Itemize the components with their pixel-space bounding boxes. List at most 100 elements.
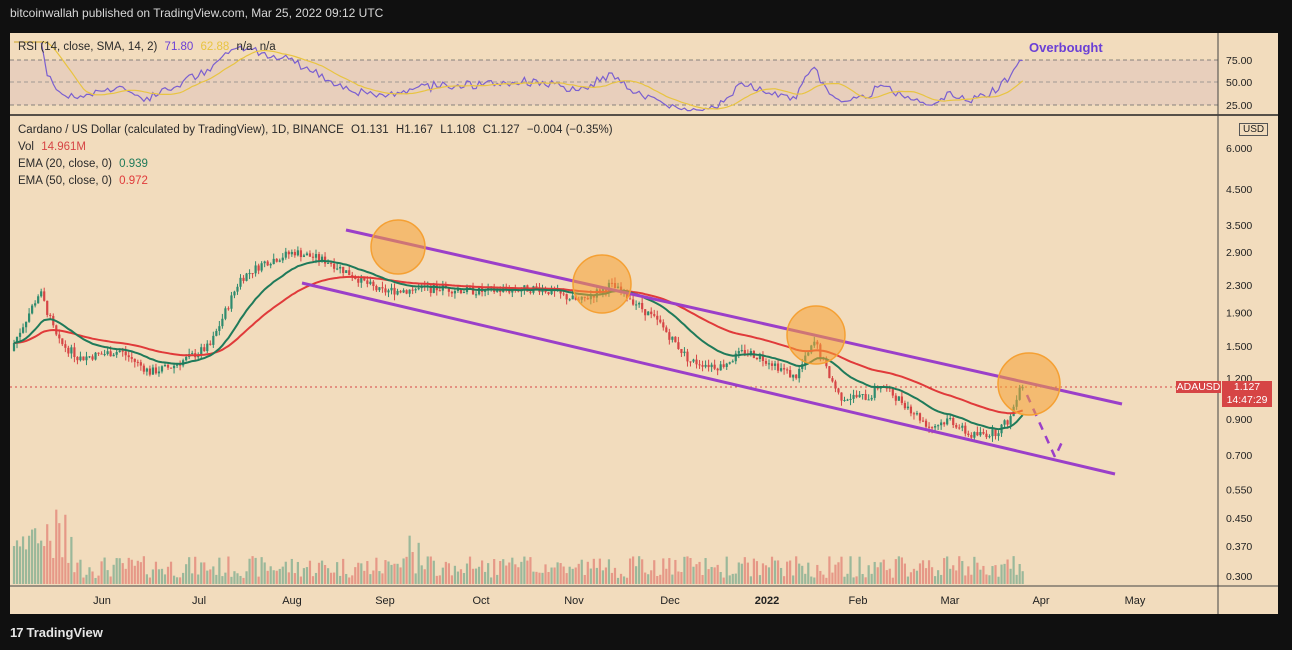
volume-bar bbox=[197, 574, 200, 584]
candle-body bbox=[333, 263, 336, 269]
currency-label[interactable]: USD bbox=[1239, 123, 1269, 136]
candle-body bbox=[251, 273, 254, 275]
candle-body bbox=[447, 288, 450, 292]
candle-body bbox=[770, 363, 774, 366]
candle-body bbox=[314, 254, 318, 258]
rsi-tick-label: 50.00 bbox=[1226, 77, 1252, 89]
candle-body bbox=[133, 358, 136, 362]
candle-body bbox=[293, 251, 296, 256]
volume-bar bbox=[846, 573, 849, 584]
volume-legend-value: 14.961M bbox=[41, 141, 86, 153]
volume-bar bbox=[375, 557, 378, 584]
candle-body bbox=[867, 399, 870, 401]
volume-bar bbox=[825, 577, 828, 584]
volume-bar bbox=[459, 569, 463, 584]
rsi-legend-na1: n/a bbox=[236, 41, 253, 53]
candle-body bbox=[918, 413, 922, 421]
candle-body bbox=[109, 351, 112, 357]
candle-body bbox=[758, 355, 762, 359]
volume-bar bbox=[76, 562, 79, 584]
volume-bar bbox=[783, 576, 786, 584]
volume-bar bbox=[64, 514, 67, 584]
volume-bar bbox=[1015, 574, 1018, 584]
volume-bar bbox=[112, 564, 115, 584]
candle-body bbox=[336, 268, 339, 270]
tradingview-brand[interactable]: 17 TradingView bbox=[10, 625, 103, 640]
volume-bar bbox=[668, 558, 671, 584]
volume-legend: Vol 14.961M bbox=[18, 141, 90, 153]
volume-bar bbox=[73, 572, 76, 584]
volume-bar bbox=[586, 561, 589, 584]
candle-body bbox=[139, 362, 142, 366]
candle-body bbox=[828, 366, 831, 379]
candle-body bbox=[722, 364, 725, 367]
volume-bar bbox=[109, 576, 112, 584]
volume-bar bbox=[52, 557, 55, 584]
volume-bar bbox=[384, 560, 387, 584]
candle-body bbox=[644, 309, 647, 316]
candle-body bbox=[97, 352, 100, 354]
volume-bar bbox=[233, 571, 236, 584]
tradingview-logo-icon: 17 bbox=[10, 625, 24, 640]
volume-bar bbox=[1000, 564, 1003, 584]
candle-body bbox=[474, 294, 478, 296]
volume-bar bbox=[940, 574, 943, 584]
volume-bar bbox=[804, 573, 807, 584]
candle-body bbox=[302, 255, 306, 258]
volume-bar bbox=[891, 577, 894, 584]
candle-body bbox=[384, 288, 387, 293]
volume-bar bbox=[616, 577, 620, 584]
candle-body bbox=[414, 289, 417, 291]
volume-bar bbox=[414, 573, 417, 584]
volume-bar bbox=[776, 560, 780, 584]
volume-bar bbox=[351, 575, 354, 584]
volume-bar bbox=[79, 559, 82, 584]
volume-bar bbox=[1012, 556, 1015, 584]
volume-bar bbox=[242, 577, 245, 584]
candle-body bbox=[40, 291, 43, 297]
time-tick-label: Oct bbox=[472, 595, 489, 607]
volume-bar bbox=[517, 567, 520, 584]
candle-body bbox=[230, 295, 233, 309]
candle-body bbox=[100, 353, 103, 355]
volume-bar bbox=[538, 572, 541, 584]
candle-body bbox=[372, 281, 375, 286]
candle-body bbox=[450, 291, 453, 294]
candle-body bbox=[317, 254, 321, 261]
candle-body bbox=[656, 315, 659, 320]
candle-body bbox=[224, 308, 227, 319]
volume-bar bbox=[245, 571, 248, 584]
candle-body bbox=[145, 368, 148, 372]
volume-bar bbox=[861, 574, 864, 584]
price-tick-label: 0.370 bbox=[1226, 541, 1252, 553]
volume-bar bbox=[169, 561, 173, 584]
volume-bar bbox=[444, 561, 447, 584]
price-chart[interactable]: 6.0004.5003.5002.9002.3001.9001.5001.200… bbox=[10, 33, 1278, 614]
volume-bar bbox=[828, 556, 831, 584]
rsi-tick-label: 75.00 bbox=[1226, 55, 1252, 67]
candle-body bbox=[565, 294, 568, 300]
candle-body bbox=[710, 364, 713, 368]
volume-bar bbox=[296, 561, 299, 584]
volume-bar bbox=[456, 571, 460, 584]
volume-bar bbox=[831, 572, 834, 584]
volume-bar bbox=[837, 562, 840, 584]
candle-body bbox=[269, 263, 272, 266]
time-tick-label: Sep bbox=[375, 595, 395, 607]
volume-bar bbox=[946, 556, 949, 584]
candle-body bbox=[535, 286, 538, 288]
candle-body bbox=[18, 332, 22, 337]
candle-body bbox=[402, 290, 405, 293]
volume-bar bbox=[206, 570, 209, 584]
candle-body bbox=[689, 361, 692, 363]
candle-body bbox=[955, 425, 958, 428]
price-tick-label: 2.300 bbox=[1226, 280, 1252, 292]
volume-bar bbox=[973, 556, 976, 584]
candle-body bbox=[906, 406, 910, 409]
volume-bar bbox=[70, 536, 73, 584]
volume-bar bbox=[502, 559, 505, 584]
volume-bar bbox=[360, 563, 363, 584]
candle-body bbox=[834, 381, 837, 389]
volume-bar bbox=[834, 564, 837, 584]
volume-bar bbox=[230, 576, 233, 584]
